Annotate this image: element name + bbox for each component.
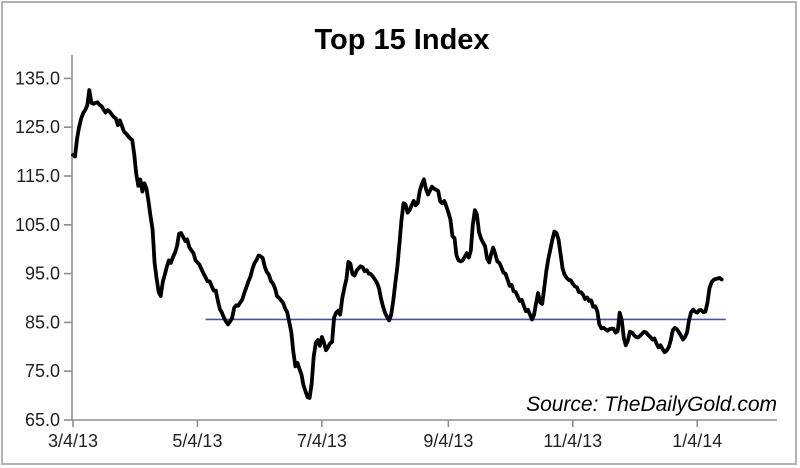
y-axis-tick-label: 65.0 <box>25 410 60 430</box>
source-credit: Source: TheDailyGold.com <box>526 393 777 416</box>
x-axis-tick-label: 5/4/13 <box>172 431 222 451</box>
x-axis-tick-label: 1/4/14 <box>672 431 722 451</box>
y-axis-tick-label: 95.0 <box>25 264 60 284</box>
x-axis-tick-label: 3/4/13 <box>48 431 98 451</box>
chart-title: Top 15 Index <box>314 24 489 56</box>
y-axis-tick-label: 85.0 <box>25 312 60 332</box>
axes: 65.0 75.0 85.0 95.0 105.0 115.0 125.0 135.0 3/4/… <box>15 55 777 451</box>
index-line <box>71 88 724 400</box>
y-axis-tick-label: 105.0 <box>15 215 60 235</box>
x-axis-tick-label: 9/4/13 <box>423 431 473 451</box>
y-axis-tick-label: 135.0 <box>15 68 60 88</box>
plot-area <box>71 88 726 400</box>
y-axis-tick-label: 125.0 <box>15 117 60 137</box>
y-axis-tick-label: 75.0 <box>25 361 60 381</box>
x-axis-tick-label: 11/4/13 <box>543 431 602 451</box>
y-axis-tick-label: 115.0 <box>16 166 60 186</box>
x-axis-tick-label: 7/4/13 <box>297 431 347 451</box>
